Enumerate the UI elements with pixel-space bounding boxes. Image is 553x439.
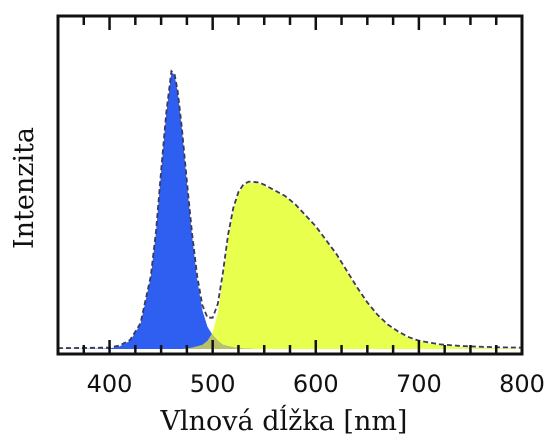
series-overlap (181, 334, 254, 349)
x-tick-label-800: 800 (499, 370, 545, 398)
x-tick-label-600: 600 (293, 370, 339, 398)
x-axis-title: Vlnová dĺžka [nm] (160, 404, 408, 437)
series-area-yellow (181, 182, 523, 349)
envelope-line (57, 69, 523, 350)
plot-area (57, 69, 523, 350)
x-tick-label-400: 400 (87, 370, 133, 398)
tick-marks (56, 16, 524, 354)
series-area-blue (58, 72, 254, 349)
x-tick-label-500: 500 (190, 370, 236, 398)
x-tick-label-700: 700 (396, 370, 442, 398)
y-axis-title: Intenzita (9, 127, 40, 249)
x-tick-labels: 400 500 600 700 800 (87, 370, 545, 398)
